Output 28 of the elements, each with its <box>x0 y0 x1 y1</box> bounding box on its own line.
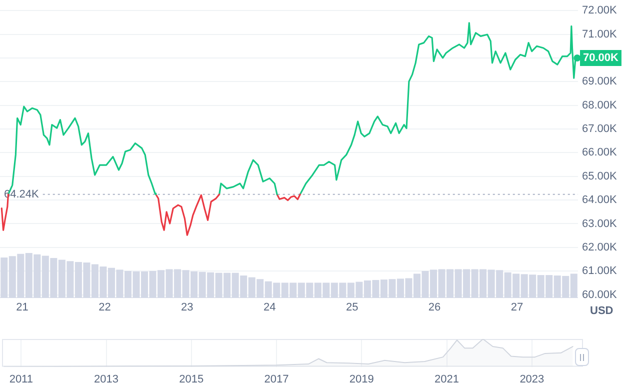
y-tick-label: 64.00K <box>582 194 618 206</box>
x-tick-label: 2017 <box>264 373 289 386</box>
y-axis-title: USD <box>590 304 614 317</box>
x-tick-label: 26 <box>428 301 441 314</box>
x-tick-label: 24 <box>264 301 276 314</box>
y-tick-label: 63.00K <box>582 218 618 230</box>
x-tick-label: 2013 <box>94 373 119 386</box>
y-tick-label: 60.00K <box>582 288 618 301</box>
y-tick-label: 61.00K <box>582 265 618 278</box>
x-tick-label: 23 <box>181 301 194 314</box>
y-tick-label: 65.00K <box>582 170 618 182</box>
x-tick-label: 22 <box>98 301 111 314</box>
y-tick-label: 69.00K <box>582 76 618 88</box>
y-tick-label: 62.00K <box>582 241 618 254</box>
x-tick-label: 2019 <box>349 373 374 386</box>
y-tick-label: 67.00K <box>582 123 618 136</box>
y-tick-label: 68.00K <box>582 99 618 112</box>
y-tick-label: 66.00K <box>582 146 618 159</box>
x-tick-label: 2021 <box>434 373 460 386</box>
y-tick-label: 71.00K <box>582 28 618 40</box>
x-tick-label: 2011 <box>9 373 33 386</box>
x-tick-label: 2015 <box>179 373 204 386</box>
x-tick-label: 27 <box>510 301 524 314</box>
x-tick-label: 21 <box>16 301 28 314</box>
y-tick-label: 72.00K <box>582 4 618 17</box>
x-tick-label: 25 <box>346 301 358 314</box>
x-tick-label: 2023 <box>520 373 544 386</box>
annotation: 70.00K <box>583 52 619 64</box>
